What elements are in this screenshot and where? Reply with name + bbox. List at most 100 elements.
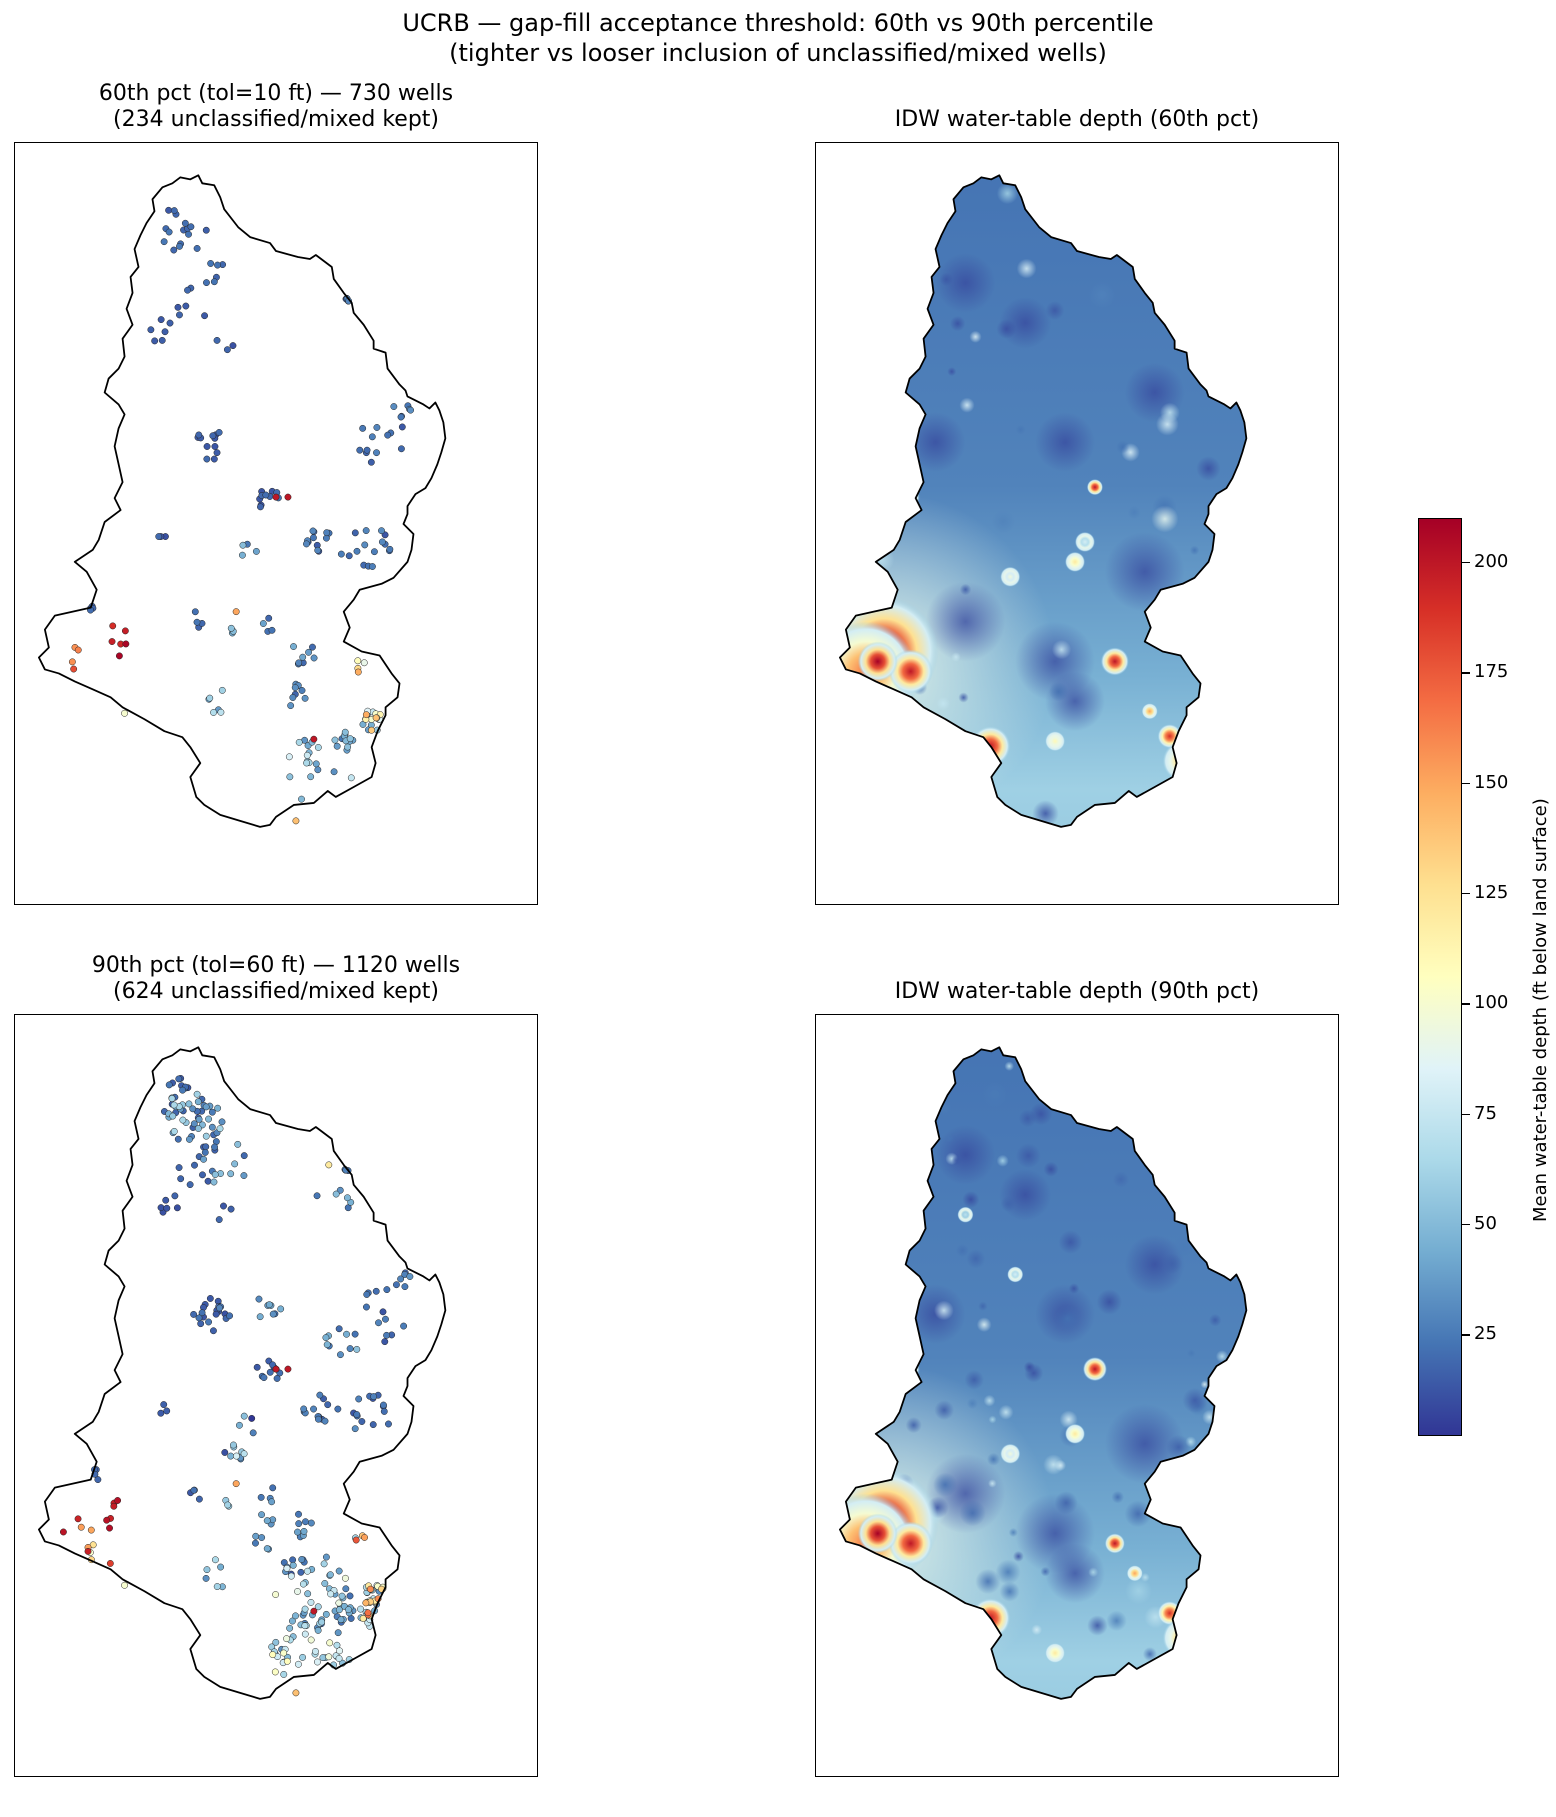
well-point — [320, 1560, 328, 1568]
well-point — [240, 1152, 248, 1160]
well-point — [289, 694, 297, 701]
well-point — [347, 774, 355, 782]
well-point — [155, 533, 163, 540]
idw-low — [935, 253, 996, 313]
well-point — [375, 1319, 382, 1327]
idw-base — [839, 175, 1247, 827]
idw-hotspot — [1141, 703, 1158, 720]
idw-speckle — [1043, 1454, 1064, 1475]
colorbar-tick-mark — [1462, 1113, 1470, 1115]
idw-speckle — [962, 1191, 980, 1209]
well-point — [322, 1553, 330, 1561]
wells-map-60-svg — [38, 174, 447, 828]
idw-speckle — [1189, 545, 1200, 556]
well-point — [190, 1310, 198, 1318]
well-point — [215, 429, 223, 436]
well-point — [337, 550, 345, 558]
colorbar-tick-mark — [1462, 893, 1470, 895]
well-point — [195, 1115, 203, 1123]
well-point — [227, 1170, 235, 1178]
colorbar-tick-label: 50 — [1474, 1213, 1497, 1235]
idw-speckle — [959, 397, 975, 413]
well-point — [158, 336, 166, 344]
well-point — [295, 1520, 303, 1528]
well-point — [335, 1655, 343, 1662]
well-point — [249, 1429, 257, 1437]
well-point — [307, 1519, 315, 1527]
well-point — [295, 738, 303, 746]
idw-speckle — [966, 1397, 978, 1410]
figure-title-line2: (tighter vs looser inclusion of unclassi… — [449, 39, 1107, 67]
well-point — [343, 1330, 350, 1338]
idw-speckle — [1155, 412, 1179, 436]
well-point — [335, 1325, 343, 1333]
panel-idw90-title: IDW water-table depth (90th pct) — [894, 979, 1260, 1004]
well-point — [197, 1320, 205, 1328]
well-point — [303, 751, 311, 759]
idw-speckle — [969, 330, 982, 343]
well-point — [337, 1616, 345, 1624]
idw-speckle — [1045, 301, 1065, 320]
well-point — [213, 336, 221, 344]
well-point — [378, 538, 386, 546]
well-point — [165, 228, 173, 236]
idw-speckle — [975, 1568, 1001, 1595]
idw-speckle — [1111, 1490, 1125, 1504]
well-point — [289, 1617, 296, 1625]
well-point — [218, 686, 226, 694]
idw-speckle — [951, 1155, 962, 1166]
well-point — [214, 261, 221, 269]
well-point — [298, 795, 305, 803]
well-point — [407, 406, 415, 414]
idw-hotspot — [1157, 724, 1182, 749]
colorbar-tick-mark — [1462, 782, 1470, 784]
well-point — [299, 1580, 307, 1588]
p60-wells — [68, 206, 415, 825]
well-point — [314, 766, 322, 774]
well-point — [378, 527, 385, 535]
idw-speckle — [1116, 440, 1130, 454]
well-point — [122, 640, 130, 648]
well-point — [258, 1534, 266, 1541]
well-point — [344, 743, 352, 751]
well-point — [202, 1103, 210, 1111]
idw-speckle — [959, 583, 972, 596]
well-point — [190, 1120, 198, 1128]
idw-hotspot — [1065, 551, 1085, 572]
well-point — [70, 665, 78, 673]
idw-speckle — [1048, 681, 1069, 702]
well-point — [205, 1318, 212, 1326]
well-point — [351, 1330, 359, 1338]
idw-speckle — [976, 1317, 992, 1333]
well-point — [321, 1580, 329, 1587]
well-point — [169, 1112, 177, 1120]
well-point — [252, 547, 260, 555]
well-point — [229, 342, 237, 350]
well-point — [268, 1498, 276, 1506]
well-point — [359, 424, 367, 432]
well-point — [353, 1345, 361, 1353]
well-point — [109, 622, 117, 630]
well-point — [94, 1476, 102, 1484]
well-point — [290, 643, 297, 650]
idw-speckle — [988, 1479, 997, 1488]
well-point — [157, 1409, 165, 1417]
idw-speckle — [1008, 1527, 1018, 1538]
idw-speckle — [1000, 1196, 1017, 1212]
well-point — [342, 1585, 350, 1593]
well-point — [343, 1194, 351, 1202]
well-point — [312, 1647, 319, 1655]
well-point — [302, 1518, 309, 1526]
well-point — [210, 455, 218, 463]
idw-hotspot — [1126, 1565, 1143, 1582]
well-point — [318, 1618, 326, 1626]
idw-speckle — [1166, 1434, 1191, 1460]
well-point — [212, 1310, 220, 1318]
well-point — [216, 1125, 224, 1133]
well-point — [305, 648, 313, 656]
colorbar-tick-label: 200 — [1474, 551, 1509, 573]
well-point — [360, 659, 368, 667]
well-point — [322, 1610, 330, 1618]
well-point — [168, 1095, 176, 1102]
well-point — [358, 1418, 366, 1425]
